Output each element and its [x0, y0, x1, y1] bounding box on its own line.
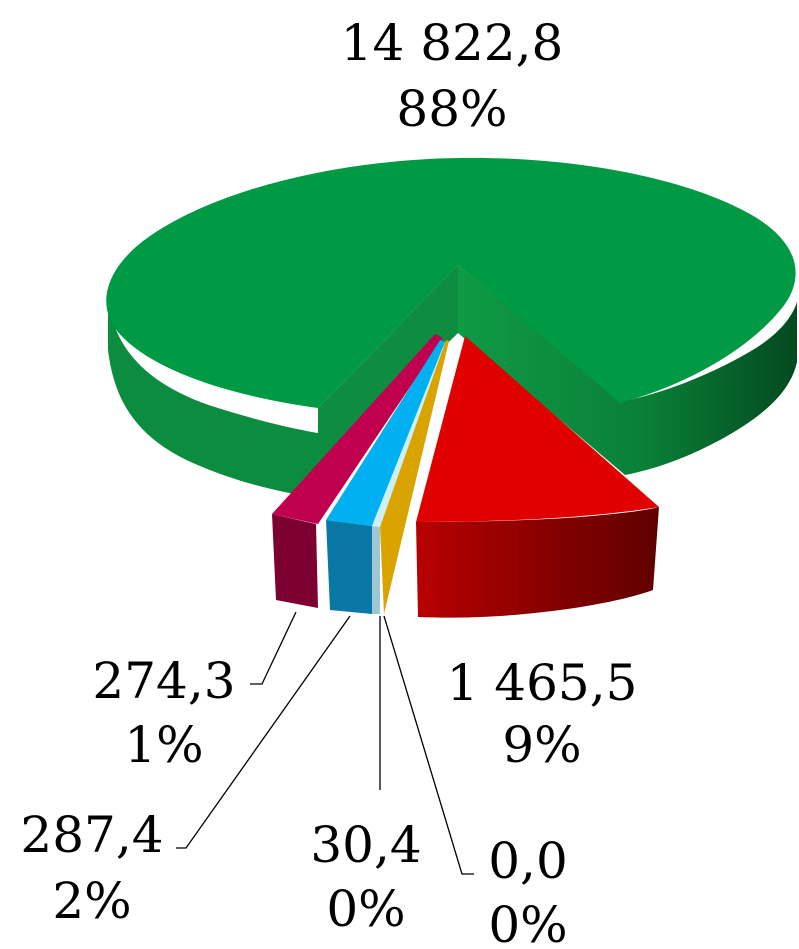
slice-magenta-top: [272, 334, 443, 524]
slice-blue-front: [326, 520, 372, 614]
slice-lightcyan-front: [372, 526, 380, 614]
slice-green-side: [108, 287, 318, 498]
slice-green-side-right: [458, 265, 797, 475]
label-percent-2: 2%: [52, 872, 131, 930]
label-percent-1: 1%: [124, 716, 203, 774]
label-value-1465: 1 465,5: [447, 654, 638, 712]
slice-blue: [326, 340, 445, 614]
label-percent-88: 88%: [396, 80, 507, 138]
slice-lightcyan-top: [372, 342, 446, 527]
slice-red: [416, 336, 659, 618]
label-value-30: 30,4: [310, 816, 421, 874]
slice-red-side: [416, 507, 659, 618]
label-percent-0-b: 0%: [488, 896, 567, 949]
leader-line-274: [250, 611, 297, 685]
label-value-0: 0,0: [488, 832, 568, 890]
leader-line-0: [383, 615, 474, 875]
slice-green-inner-wall: [318, 265, 458, 470]
slice-blue-top: [326, 340, 445, 526]
leader-line-287: [176, 615, 351, 849]
slice-red-top: [416, 336, 659, 522]
slice-gold-top: [380, 340, 449, 614]
slice-magenta: [272, 334, 443, 608]
slice-magenta-front: [272, 514, 318, 608]
label-percent-9: 9%: [502, 716, 581, 774]
label-value-274: 274,3: [92, 652, 235, 710]
slice-green-top: [106, 157, 796, 408]
slice-green: [106, 157, 797, 498]
label-value-14822: 14 822,8: [341, 14, 564, 72]
label-percent-0-a: 0%: [326, 880, 405, 938]
slice-gold: [380, 340, 449, 614]
label-value-287: 287,4: [20, 806, 163, 864]
slice-lightcyan: [372, 342, 446, 614]
